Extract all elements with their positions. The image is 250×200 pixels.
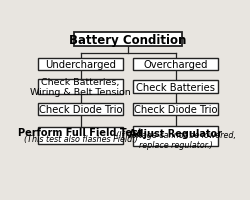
FancyBboxPatch shape <box>133 103 218 116</box>
Text: Check Diode Trio: Check Diode Trio <box>134 104 217 114</box>
FancyBboxPatch shape <box>133 59 218 71</box>
FancyBboxPatch shape <box>38 103 123 116</box>
Text: Check Diode Trio: Check Diode Trio <box>39 104 122 114</box>
Text: (This test also flashes Field.): (This test also flashes Field.) <box>24 135 138 144</box>
Text: Perform Full Field Test: Perform Full Field Test <box>18 127 143 137</box>
FancyBboxPatch shape <box>38 127 123 144</box>
FancyBboxPatch shape <box>38 80 123 94</box>
Text: Check Batteries: Check Batteries <box>136 82 215 92</box>
FancyBboxPatch shape <box>38 59 123 71</box>
Text: Battery Condition: Battery Condition <box>70 34 187 47</box>
Text: Undercharged: Undercharged <box>45 60 116 70</box>
FancyBboxPatch shape <box>74 33 182 47</box>
Text: Adjust Regulator: Adjust Regulator <box>129 128 222 138</box>
Text: (If voltage cannot be lowered,
replace regulator.): (If voltage cannot be lowered, replace r… <box>116 130 236 149</box>
Text: Overcharged: Overcharged <box>143 60 208 70</box>
Text: Check Batteries,
Wiring & Belt Tension: Check Batteries, Wiring & Belt Tension <box>30 77 131 97</box>
FancyBboxPatch shape <box>133 81 218 93</box>
FancyBboxPatch shape <box>133 126 218 146</box>
